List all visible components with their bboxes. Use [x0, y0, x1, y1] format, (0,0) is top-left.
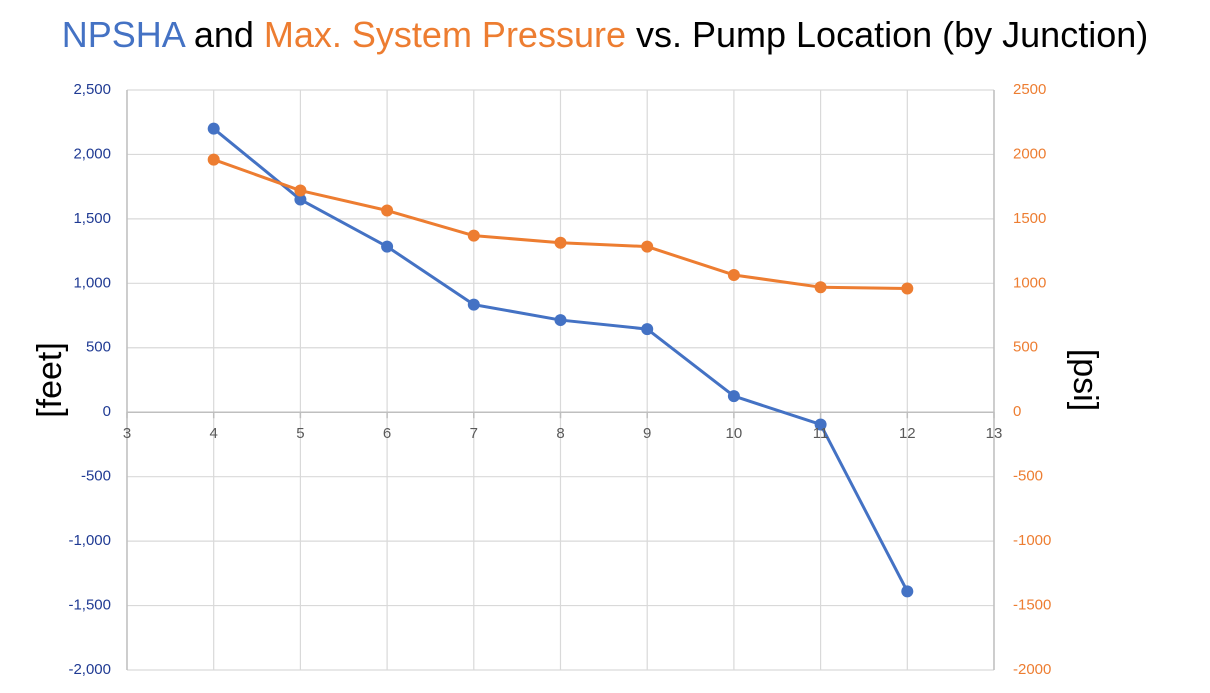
tick-labels: 2,500 2,000 1,500 1,000 500 0 -500 -1,000 -1,500… — [68, 81, 1051, 678]
y-tick-label-left: 0 — [103, 403, 111, 420]
x-tick-label: 4 — [210, 425, 218, 442]
x-tick-label: 5 — [296, 425, 304, 442]
x-tick-label: 8 — [556, 425, 564, 442]
y-tick-label-left: -1,500 — [68, 597, 111, 614]
data-point-npsha — [727, 390, 740, 403]
y-tick-label-right: 500 — [1013, 339, 1038, 356]
data-point-npsha — [814, 418, 827, 431]
data-point-pressure — [727, 268, 740, 281]
series — [207, 122, 914, 598]
title-npsha: NPSHA — [61, 14, 184, 55]
y-tick-label-left: 1,000 — [73, 274, 111, 291]
y-tick-label-left: 500 — [86, 339, 111, 356]
y-axis-label-left: [feet] — [31, 342, 69, 418]
x-tick-label: 9 — [643, 425, 651, 442]
axes — [126, 90, 995, 670]
data-point-pressure — [294, 184, 307, 197]
data-point-pressure — [901, 282, 914, 295]
y-tick-label-left: 1,500 — [73, 210, 111, 227]
data-point-pressure — [554, 236, 567, 249]
y-tick-label-right: 1500 — [1013, 210, 1046, 227]
y-tick-label-left: -2,000 — [68, 661, 111, 678]
data-point-npsha — [207, 122, 220, 135]
data-point-pressure — [814, 281, 827, 294]
y-tick-label-left: -1,000 — [68, 532, 111, 549]
title-rest: vs. Pump Location (by Junction) — [625, 14, 1149, 55]
y-tick-label-left: 2,500 — [73, 81, 111, 98]
y-tick-label-right: -1000 — [1013, 532, 1051, 549]
y-tick-label-right: 2500 — [1013, 81, 1046, 98]
y-tick-label-right: -1500 — [1013, 597, 1051, 614]
x-tick-label: 7 — [470, 425, 478, 442]
grid — [126, 89, 995, 671]
data-point-npsha — [381, 240, 394, 253]
y-tick-label-right: -2000 — [1013, 661, 1051, 678]
data-point-npsha — [554, 314, 567, 327]
x-tick-label: 6 — [383, 425, 391, 442]
data-point-npsha — [901, 585, 914, 598]
x-tick-label: 13 — [986, 425, 1003, 442]
data-point-pressure — [641, 240, 654, 253]
title-and: and — [183, 14, 264, 55]
y-tick-label-right: 0 — [1013, 403, 1021, 420]
data-point-pressure — [467, 229, 480, 242]
chart-title: NPSHA and Max. System Pressure vs. Pump … — [0, 14, 1210, 56]
data-point-pressure — [207, 153, 220, 166]
y-tick-label-right: 2000 — [1013, 145, 1046, 162]
data-point-npsha — [294, 193, 307, 206]
x-tick-label: 3 — [123, 425, 131, 442]
x-tick-label: 12 — [899, 425, 916, 442]
data-point-pressure — [381, 204, 394, 217]
data-point-npsha — [467, 298, 480, 311]
x-tick-label: 10 — [726, 425, 743, 442]
y-tick-label-right: -500 — [1013, 468, 1043, 485]
y-tick-label-left: 2,000 — [73, 145, 111, 162]
data-point-npsha — [641, 323, 654, 336]
y-tick-label-right: 1000 — [1013, 274, 1046, 291]
y-axis-label-right: [psi] — [1066, 349, 1104, 411]
y-tick-label-left: -500 — [81, 468, 111, 485]
x-tick-label: 11 — [813, 425, 829, 442]
title-pressure: Max. System Pressure — [263, 14, 626, 55]
